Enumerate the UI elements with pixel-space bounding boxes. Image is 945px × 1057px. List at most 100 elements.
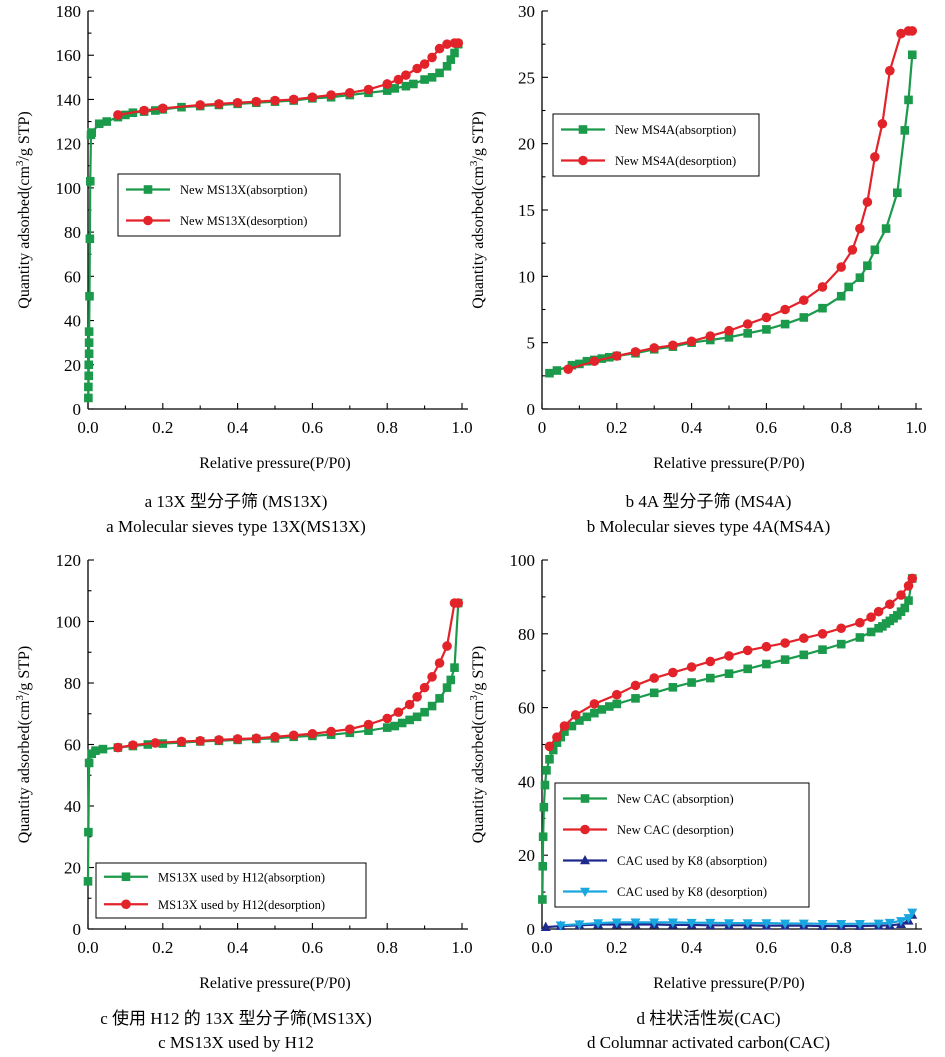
data-point	[540, 921, 551, 931]
data-point	[582, 712, 592, 722]
data-point	[780, 638, 790, 648]
data-point	[855, 223, 865, 234]
chart-panel-b: 0 5 10 15 20 25 30 0 0.2 0.4 0.6 0.8 1.0 Relative pre…	[468, 0, 945, 540]
legend-marker	[580, 855, 590, 865]
y-axis-title: Quantity adsorbed(cm3/g STP)	[468, 111, 487, 308]
series-2	[563, 26, 918, 375]
data-point	[412, 712, 422, 722]
data-point	[450, 48, 459, 58]
caption-b-en: b Molecular sieves type 4A(MS4A)	[586, 517, 831, 536]
data-point	[382, 723, 392, 732]
data-point	[589, 699, 600, 709]
series-1	[83, 598, 463, 886]
y-tick-label: 20	[518, 846, 535, 865]
data-point	[548, 745, 558, 755]
legend-marker	[578, 155, 588, 166]
y-tick-label: 20	[64, 356, 81, 375]
legend-label: New MS13X(absorption)	[180, 183, 307, 197]
y-tick-label: 80	[64, 674, 81, 693]
y-tick-label: 100	[56, 179, 82, 198]
y-tick-label: 0	[527, 400, 536, 419]
data-point	[405, 715, 414, 725]
y-tick-label: 25	[518, 68, 535, 87]
x-tick-label: 1.0	[451, 418, 472, 437]
data-point	[724, 919, 734, 929]
data-point	[195, 736, 205, 746]
legend-marker	[580, 887, 590, 897]
data-point	[724, 651, 734, 661]
x-tick-label: 0	[538, 418, 547, 437]
legend-label: CAC used by K8 (desorption)	[617, 885, 767, 899]
data-point	[232, 97, 243, 108]
data-point	[214, 735, 224, 745]
series-4	[555, 908, 918, 931]
y-tick-label: 60	[64, 736, 81, 755]
data-point	[705, 656, 716, 667]
y-tick-label: 0	[73, 920, 82, 939]
data-point	[435, 694, 444, 703]
y-tick-label: 30	[518, 2, 535, 21]
data-point	[401, 81, 411, 91]
data-point	[85, 176, 95, 186]
data-point	[382, 79, 393, 89]
data-point	[900, 126, 910, 135]
data-point	[847, 245, 858, 255]
data-point	[630, 918, 641, 928]
data-point	[855, 273, 865, 282]
legend: MS13X used by H12(absorption) MS13X used …	[95, 862, 367, 919]
y-tick-label: 80	[518, 625, 535, 644]
data-point	[724, 325, 734, 336]
data-point	[597, 705, 607, 714]
data-point	[836, 920, 847, 930]
legend-marker	[580, 824, 590, 835]
legend-marker	[121, 899, 131, 910]
data-point	[113, 110, 123, 120]
x-tick-label: 0.8	[377, 418, 398, 437]
data-point	[575, 716, 584, 725]
data-point	[863, 261, 872, 271]
data-point	[326, 726, 336, 737]
data-point	[84, 360, 94, 370]
data-point	[84, 827, 93, 837]
data-point	[575, 359, 584, 369]
y-tick-label: 0	[527, 920, 536, 939]
data-point	[434, 658, 445, 668]
data-point	[552, 732, 562, 742]
data-point	[612, 351, 622, 361]
chart-a-svg: 0 20 40 60 80 100 120 140 160 180 0.0 0.2 0.4 0.6 0.8 1…	[14, 2, 473, 472]
data-point	[743, 664, 752, 674]
y-tick-label: 5	[527, 334, 536, 353]
data-point	[799, 313, 809, 322]
caption-c-zh: c 使用 H12 的 13X 型分子筛(MS13X)	[100, 1009, 372, 1028]
data-point	[442, 61, 452, 71]
data-point	[630, 680, 641, 691]
data-point	[907, 908, 918, 918]
x-tick-label: 0.0	[77, 938, 98, 957]
data-point	[102, 117, 111, 126]
data-point	[419, 59, 430, 69]
data-point	[434, 43, 445, 54]
data-point	[570, 710, 581, 720]
data-point	[873, 606, 884, 617]
y-tick-label: 120	[56, 135, 82, 154]
data-point	[612, 699, 622, 709]
data-point	[559, 721, 570, 731]
data-point	[870, 245, 880, 255]
x-tick-label: 1.0	[905, 418, 926, 437]
caption-a-zh: a 13X 型分子筛 (MS13X)	[144, 492, 328, 511]
data-point	[427, 701, 437, 711]
data-point	[904, 596, 913, 605]
data-point	[390, 84, 399, 93]
data-point	[539, 802, 549, 812]
data-point	[855, 617, 865, 628]
data-point	[761, 641, 772, 652]
data-point	[412, 692, 422, 702]
data-point	[128, 740, 138, 750]
data-point	[854, 920, 865, 930]
data-point	[176, 736, 187, 747]
data-point	[870, 152, 880, 162]
legend: New MS13X(absorption) New MS13X(desorptio…	[117, 173, 341, 237]
axes: 0 20 40 60 80 100 120 140 160 180 0.0 0.2 0.4 0.6 0.8 1…	[14, 2, 473, 472]
data-point	[382, 86, 392, 95]
series-2	[113, 598, 464, 753]
